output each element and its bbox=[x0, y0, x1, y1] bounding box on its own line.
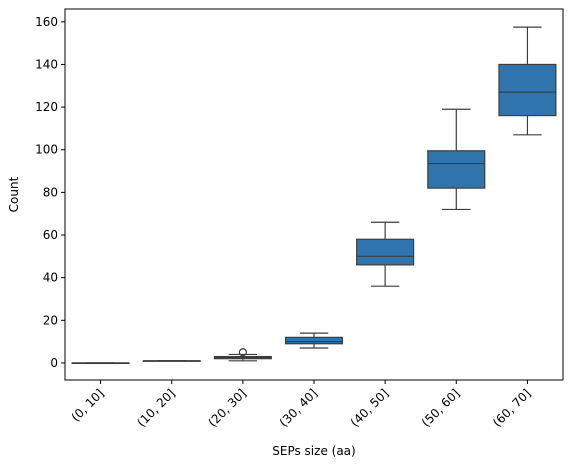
x-tick-label: (50, 60] bbox=[419, 386, 463, 430]
y-tick-label: 0 bbox=[50, 356, 58, 370]
y-tick-label: 100 bbox=[35, 143, 58, 157]
plot-area bbox=[65, 9, 563, 380]
y-tick-label: 80 bbox=[43, 185, 58, 199]
iqr-box bbox=[428, 151, 485, 188]
x-axis: (0, 10] (10, 20] (20, 30] (30, 40] (40, 50] (… bbox=[69, 380, 534, 430]
box-0 bbox=[72, 363, 129, 364]
x-tick-label: (10, 20] bbox=[134, 386, 178, 430]
iqr-box bbox=[286, 337, 343, 343]
x-axis-label: SEPs size (aa) bbox=[272, 444, 355, 458]
y-tick-label: 160 bbox=[35, 15, 58, 29]
y-tick-label: 60 bbox=[43, 228, 58, 242]
x-tick-label: (30, 40] bbox=[277, 386, 321, 430]
y-tick-label: 20 bbox=[43, 313, 58, 327]
y-axis: 0 20 40 60 80 100 120 140 160 bbox=[35, 15, 65, 370]
x-tick-label: (20, 30] bbox=[205, 386, 249, 430]
y-axis-label: Count bbox=[7, 176, 21, 212]
y-tick-label: 120 bbox=[35, 100, 58, 114]
iqr-box bbox=[499, 64, 556, 115]
box-1 bbox=[143, 361, 200, 362]
x-tick-label: (0, 10] bbox=[69, 386, 107, 424]
iqr-box bbox=[357, 239, 414, 265]
x-tick-label: (40, 50] bbox=[348, 386, 392, 430]
x-tick-label: (60, 70] bbox=[490, 386, 534, 430]
y-tick-label: 140 bbox=[35, 57, 58, 71]
y-tick-label: 40 bbox=[43, 271, 58, 285]
